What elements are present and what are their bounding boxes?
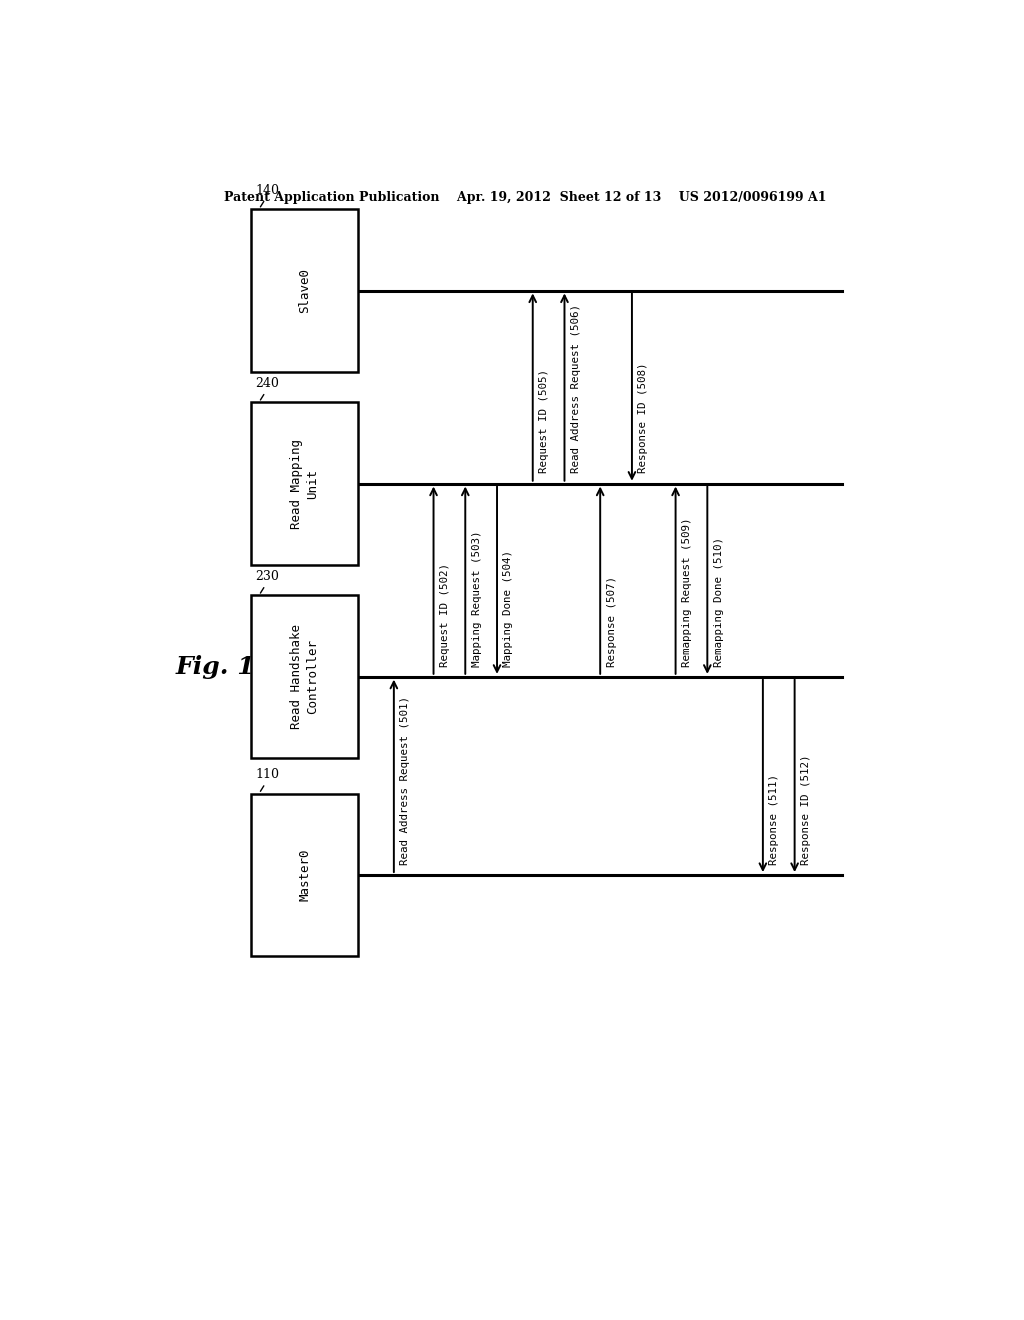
Text: 230: 230 (255, 570, 279, 583)
Text: Response ID (512): Response ID (512) (801, 754, 811, 865)
Text: Read Handshake
Controller: Read Handshake Controller (290, 624, 319, 729)
Text: 240: 240 (255, 378, 279, 391)
Text: Fig. 12: Fig. 12 (176, 655, 272, 678)
Text: Response (507): Response (507) (606, 576, 616, 667)
Bar (251, 595, 358, 758)
Text: 140: 140 (255, 183, 279, 197)
Text: 110: 110 (255, 768, 279, 781)
Text: Read Address Request (501): Read Address Request (501) (400, 696, 411, 865)
Text: Patent Application Publication    Apr. 19, 2012  Sheet 12 of 13    US 2012/00961: Patent Application Publication Apr. 19, … (223, 190, 826, 203)
Text: Read Mapping
Unit: Read Mapping Unit (290, 438, 319, 528)
Text: Response (511): Response (511) (769, 774, 779, 865)
Text: Request ID (502): Request ID (502) (440, 562, 450, 667)
Text: Slave0: Slave0 (298, 268, 311, 313)
Text: Remapping Done (510): Remapping Done (510) (714, 537, 724, 667)
Text: Master0: Master0 (298, 849, 311, 902)
Text: Read Address Request (506): Read Address Request (506) (570, 305, 581, 474)
Text: Mapping Done (504): Mapping Done (504) (504, 549, 513, 667)
Text: Remapping Request (509): Remapping Request (509) (682, 517, 692, 667)
Text: Request ID (505): Request ID (505) (539, 370, 549, 474)
Bar (251, 403, 358, 565)
Text: Mapping Request (503): Mapping Request (503) (472, 531, 481, 667)
Bar (251, 793, 358, 956)
Text: Response ID (508): Response ID (508) (638, 363, 648, 474)
Bar (251, 209, 358, 372)
